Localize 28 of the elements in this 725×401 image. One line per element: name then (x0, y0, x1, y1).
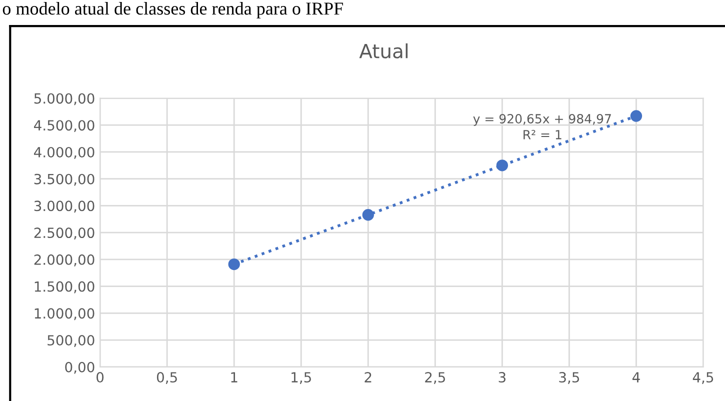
x-tick-label: 2,5 (425, 372, 445, 384)
y-tick-label: 2.000,00 (34, 254, 94, 266)
y-tick-label: 5.000,00 (34, 93, 94, 106)
x-tick-label: 0,5 (156, 372, 177, 384)
x-tick-label: 0 (96, 372, 104, 383)
y-tick-label: 4.000,00 (34, 146, 94, 159)
y-tick-label: 3.000,00 (34, 200, 94, 213)
x-tick-label: 4,5 (692, 372, 714, 384)
y-tick-label: 1.500,00 (34, 281, 94, 294)
point (228, 258, 240, 270)
y-tick-label: 2.500,00 (34, 228, 94, 240)
point (630, 110, 642, 122)
x-tick-label: 3 (498, 372, 506, 383)
x-tick-label: 4 (632, 372, 640, 382)
x-tick-label: 1 (231, 372, 238, 382)
x-tick-label: 1,5 (292, 372, 311, 384)
chart-title: Atual (359, 43, 408, 58)
text: o modelo atual de classes de renda para o IRPF (2, 2, 343, 18)
y-tick-label: 4.500,00 (34, 120, 94, 132)
x-tick-label: 2 (364, 372, 372, 382)
annotation: y = 920,65x + 984,97 R² = 1 (473, 114, 611, 140)
y-tick-label: 3.500,00 (34, 174, 94, 186)
y-tick-label: 0,00 (65, 362, 94, 374)
point (362, 209, 374, 221)
y-tick-label: 500,00 (48, 335, 94, 347)
x-tick-label: 3,5 (559, 372, 580, 384)
y-tick-label: 1.000,00 (34, 308, 94, 320)
point (496, 160, 508, 172)
